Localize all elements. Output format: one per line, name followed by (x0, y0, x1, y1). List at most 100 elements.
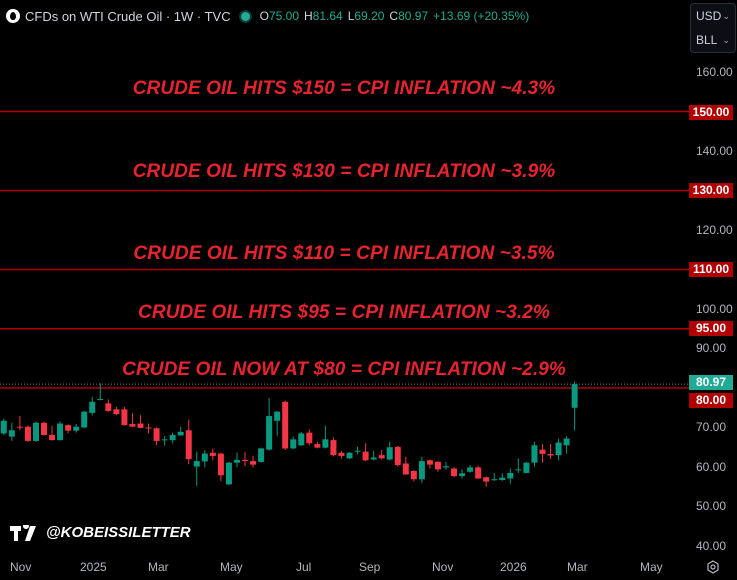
candle-body (24, 426, 31, 441)
time-tick: May (640, 560, 663, 574)
level-badge-95: 95.00 (689, 321, 733, 336)
candle-body (65, 425, 72, 431)
close-value: C80.97 (389, 9, 428, 23)
candle-body (225, 462, 232, 485)
level-badge-80: 80.00 (689, 393, 733, 408)
market-status-icon (240, 11, 250, 21)
candle-body (499, 477, 506, 481)
candle-body (515, 469, 522, 471)
time-tick: May (220, 560, 243, 574)
last-price-badge: 80.97 (689, 375, 733, 390)
open-value: O75.00 (260, 9, 299, 23)
time-tick: 2026 (500, 560, 527, 574)
candle-body (161, 439, 168, 441)
candle-body (185, 430, 192, 460)
candle-body (467, 467, 474, 472)
candle-body (539, 449, 546, 454)
candle-body (49, 435, 56, 441)
high-number: 81.64 (312, 9, 343, 23)
tradingview-logo-icon (10, 524, 36, 541)
candle-body (217, 453, 224, 476)
watermark-text: @KOBEISSILETTER (46, 524, 191, 541)
candle-body (491, 479, 498, 481)
currency-unit-selector[interactable]: USD ⌄ BLL ⌄ (690, 3, 736, 53)
candle-body (81, 411, 88, 428)
candle-body (426, 460, 433, 465)
time-tick: Nov (10, 560, 32, 574)
candle-body (386, 447, 393, 460)
low-value: L69.20 (348, 9, 385, 23)
currency-dropdown[interactable]: USD ⌄ (691, 4, 735, 28)
candle-body (201, 453, 208, 462)
candle-body (370, 457, 377, 460)
candle-body (105, 403, 112, 411)
headline-80: CRUDE OIL NOW AT $80 = CPI INFLATION ~2.… (122, 359, 566, 380)
candle-body (443, 466, 449, 468)
headline-130: CRUDE OIL HITS $130 = CPI INFLATION ~3.9… (132, 161, 556, 182)
candle-body (507, 472, 514, 479)
high-value: H81.64 (304, 9, 343, 23)
candle-body (555, 442, 562, 456)
candle-body (362, 451, 369, 461)
open-label: O (259, 9, 269, 23)
time-tick: 2025 (80, 560, 107, 574)
candle-body (32, 422, 39, 441)
candle-body (402, 463, 409, 475)
candle-body (523, 462, 530, 473)
chevron-down-icon: ⌄ (722, 11, 730, 21)
candle-body (274, 411, 281, 421)
candle-body (250, 461, 257, 465)
price-change: +13.69 (+20.35%) (433, 9, 530, 23)
watermark: @KOBEISSILETTER (10, 524, 191, 541)
candle-body (16, 426, 23, 428)
headline-95: CRUDE OIL HITS $95 = CPI INFLATION ~3.2% (138, 302, 550, 323)
unit-dropdown[interactable]: BLL ⌄ (691, 28, 735, 52)
level-badge-110: 110.00 (689, 262, 733, 277)
candle-body (153, 428, 160, 441)
price-tick: 70.00 (696, 420, 727, 434)
candle-body (8, 430, 15, 437)
candle-body (290, 439, 297, 449)
candle-body (330, 440, 337, 456)
settings-icon[interactable] (706, 560, 720, 574)
candle-body (242, 459, 248, 462)
price-tick: 120.00 (696, 223, 733, 237)
price-tick: 100.00 (696, 302, 733, 316)
candle-body (57, 423, 64, 441)
candle-body (571, 384, 578, 408)
headline-150: CRUDE OIL HITS $150 = CPI INFLATION ~4.3… (132, 78, 556, 99)
candle-body (97, 399, 104, 401)
price-tick: 160.00 (696, 65, 733, 79)
unit-label: BLL (696, 33, 718, 47)
close-number: 80.97 (398, 9, 429, 23)
time-tick: Jul (296, 560, 312, 574)
candle-body (418, 461, 425, 480)
symbol-title[interactable]: CFDs on WTI Crude Oil · 1W · TVC (25, 8, 231, 24)
candle-body (378, 455, 385, 459)
candle-body (410, 470, 417, 480)
level-badge-150: 150.00 (689, 105, 733, 120)
close-label: C (389, 9, 399, 23)
candle-body (209, 452, 216, 456)
candle-body (282, 401, 289, 449)
time-tick: Mar (148, 560, 169, 574)
candle-body (258, 448, 265, 462)
high-label: H (304, 9, 313, 23)
candle-body (169, 435, 176, 441)
candle-body (338, 452, 345, 456)
candle-body (531, 445, 538, 463)
low-label: L (347, 9, 355, 23)
price-tick: 60.00 (696, 460, 727, 474)
candle-body (41, 422, 47, 436)
candle-body (73, 426, 80, 431)
oil-drop-icon (6, 9, 20, 23)
time-tick: Nov (432, 560, 454, 574)
candle-body (145, 427, 152, 429)
candle-body (459, 473, 466, 477)
candle-body (129, 423, 136, 427)
candle-body (434, 461, 441, 470)
candle-body (563, 438, 570, 446)
time-tick: Mar (567, 560, 588, 574)
candle-body (0, 420, 7, 434)
